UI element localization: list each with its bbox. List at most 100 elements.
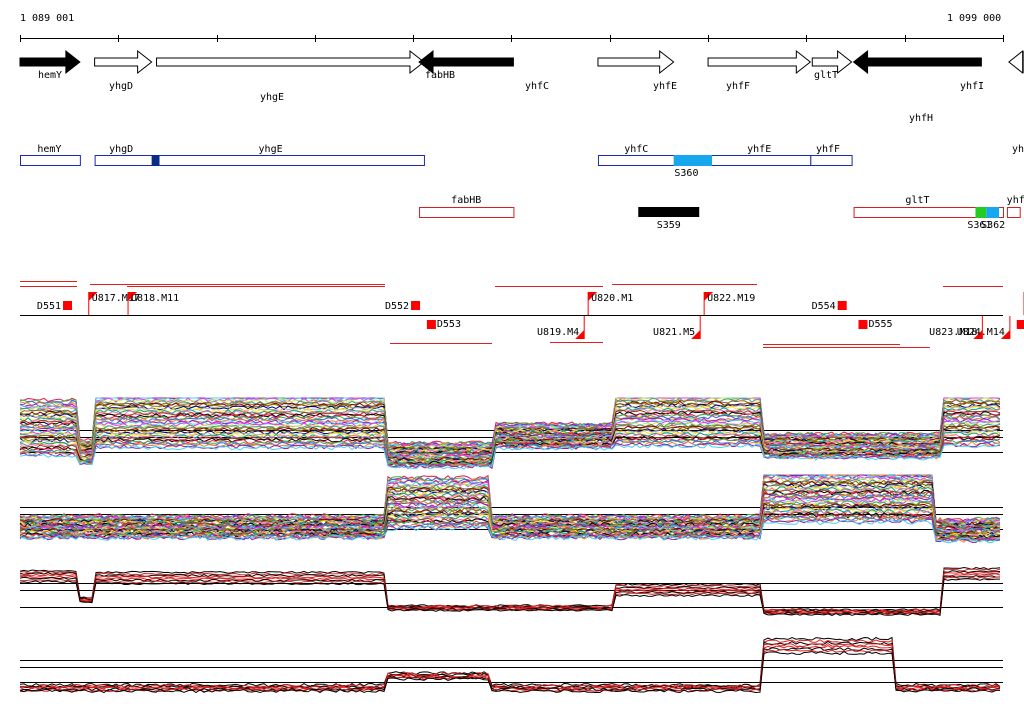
forward-box-yhgD xyxy=(94,155,425,166)
segment-label-U818.M11: U818.M11 xyxy=(131,293,179,304)
gene-label-gltT: gltT xyxy=(814,70,838,81)
segment-flag-U823.M18 xyxy=(973,330,983,339)
reverse-box-label-yhfH: yhfH xyxy=(1007,195,1024,206)
expression-panel-3 xyxy=(19,566,1003,617)
segment-label-U817.M17: U817.M17 xyxy=(92,293,140,304)
expression-panel-3-line-7 xyxy=(19,578,1000,617)
forward-box-label-yhfE: yhfE xyxy=(747,144,771,155)
expression-panel-2 xyxy=(19,474,1003,544)
segment-marker-D552 xyxy=(411,301,421,310)
forward-box-label-yhfF: yhfF xyxy=(816,144,840,155)
segment-label-U820.M1: U820.M1 xyxy=(591,293,633,304)
ruler-end-label: 1 099 000 xyxy=(947,13,1002,24)
gene-label-fabHB: fabHB xyxy=(425,70,455,81)
expression-panel-4-line-2 xyxy=(19,640,1001,689)
expression-panel-1-line-14 xyxy=(19,405,1001,454)
forward-mark-0 xyxy=(151,155,160,166)
gene-arrow-yhfC xyxy=(597,49,675,75)
expression-panel-3-line-4 xyxy=(19,573,1001,614)
forward-box-yhfE xyxy=(708,155,812,166)
segment-flag-U821.M5 xyxy=(691,330,701,339)
gene-arrow-yhgD xyxy=(94,49,153,75)
segment-flag-U817.M17 xyxy=(88,292,98,301)
reverse-box-label-gltT: gltT xyxy=(905,195,929,206)
reverse-mark-label-S362: S362 xyxy=(981,220,1005,231)
segment-flag-U824.M14 xyxy=(1000,330,1010,339)
segment-label-D555: D555 xyxy=(868,319,892,330)
forward-box-label-hemY: hemY xyxy=(37,144,61,155)
expression-panel-1-line-18 xyxy=(19,411,1001,456)
forward-box-label-yhfC: yhfC xyxy=(624,144,648,155)
forward-box-label-yhfI: yhfI xyxy=(1012,144,1024,155)
segment-marker-D556 xyxy=(1016,320,1024,329)
gene-arrow-yhfF xyxy=(811,49,853,75)
reverse-mark-0 xyxy=(975,207,987,218)
gene-label-yhfF: yhfF xyxy=(726,81,750,92)
reverse-box-gltT xyxy=(853,207,1004,218)
expression-panel-3-line-0 xyxy=(19,566,1001,612)
segment-label-U822.M19: U822.M19 xyxy=(707,293,755,304)
expression-panel-1-line-43 xyxy=(19,443,1001,470)
gene-label-yhfE: yhfE xyxy=(653,81,677,92)
segment-label-D553: D553 xyxy=(437,319,461,330)
forward-mark-1 xyxy=(673,155,713,166)
reverse-box-fabHB xyxy=(419,207,515,218)
expression-panel-4-line-7 xyxy=(19,651,1000,694)
segment-label-U823.M18: U823.M18 xyxy=(929,327,977,338)
gene-arrow-yhgE xyxy=(156,49,425,75)
reverse-box-yhfH xyxy=(1006,207,1021,218)
expression-panel-2-line-18 xyxy=(19,489,1001,531)
reverse-mark-label-S361: S361 xyxy=(967,220,991,231)
ruler-start-label: 1 089 001 xyxy=(20,13,75,24)
segment-label-D554: D554 xyxy=(812,301,836,312)
expression-panel-1-line-9 xyxy=(19,399,1001,451)
gene-label-hemY: hemY xyxy=(38,70,62,81)
expression-panel-1-line-40 xyxy=(19,439,1001,468)
expression-panel-1-line-5 xyxy=(19,397,1000,449)
expression-panel-1 xyxy=(19,397,1003,470)
reverse-mark-1 xyxy=(986,207,1000,218)
forward-box-label-yhgD: yhgD xyxy=(109,144,133,155)
segment-label-U819.M4: U819.M4 xyxy=(537,327,579,338)
reverse-box-label-fabHB: fabHB xyxy=(451,195,481,206)
expression-panel-1-line-28 xyxy=(19,423,1001,462)
gene-arrow-gltT xyxy=(852,49,982,75)
gene-arrow-fabHB xyxy=(418,49,514,75)
segment-label-U821.M5: U821.M5 xyxy=(653,327,695,338)
segment-marker-D555 xyxy=(858,320,868,329)
segment-label-U824.M14: U824.M14 xyxy=(957,327,1005,338)
forward-mark-label-S360: S360 xyxy=(674,168,698,179)
gene-label-yhgE: yhgE xyxy=(260,92,284,103)
segment-marker-D551 xyxy=(63,301,73,310)
expression-panel-2-line-6 xyxy=(19,475,1001,524)
forward-box-label-yhgE: yhgE xyxy=(259,144,283,155)
gene-arrow-yhfE xyxy=(707,49,812,75)
expression-panel-2-line-41 xyxy=(19,516,1001,543)
gene-label-yhfI: yhfI xyxy=(960,81,984,92)
expression-panel-1-line-42 xyxy=(19,442,1001,470)
expression-panel-2-line-13 xyxy=(19,483,1001,529)
forward-box-yhfF xyxy=(810,155,853,166)
expression-panel-2-line-28 xyxy=(19,501,1001,537)
forward-box-hemY xyxy=(20,155,81,166)
gene-label-yhfH: yhfH xyxy=(909,113,933,124)
segment-marker-D554 xyxy=(837,301,847,310)
segment-flag-U819.M4 xyxy=(575,330,585,339)
gene-arrow-hemY xyxy=(19,49,81,75)
segment-flag-U822.M19 xyxy=(704,292,714,301)
expression-panel-1-line-16 xyxy=(19,408,1001,455)
expression-panel-4 xyxy=(19,636,1003,694)
expression-panel-2-line-36 xyxy=(19,510,1001,540)
segment-label-D552: D552 xyxy=(385,301,409,312)
segment-flag-U818.M11 xyxy=(128,292,138,301)
expression-panel-4-line-1 xyxy=(19,639,1001,689)
expression-panel-2-line-43 xyxy=(19,519,1001,544)
gene-label-yhfC: yhfC xyxy=(525,81,549,92)
gene-arrow-yhfH xyxy=(1008,49,1024,75)
block-label-S359: S359 xyxy=(657,220,681,231)
segment-flag-U820.M1 xyxy=(588,292,598,301)
gene-label-yhgD: yhgD xyxy=(109,81,133,92)
block-S359 xyxy=(638,207,700,217)
